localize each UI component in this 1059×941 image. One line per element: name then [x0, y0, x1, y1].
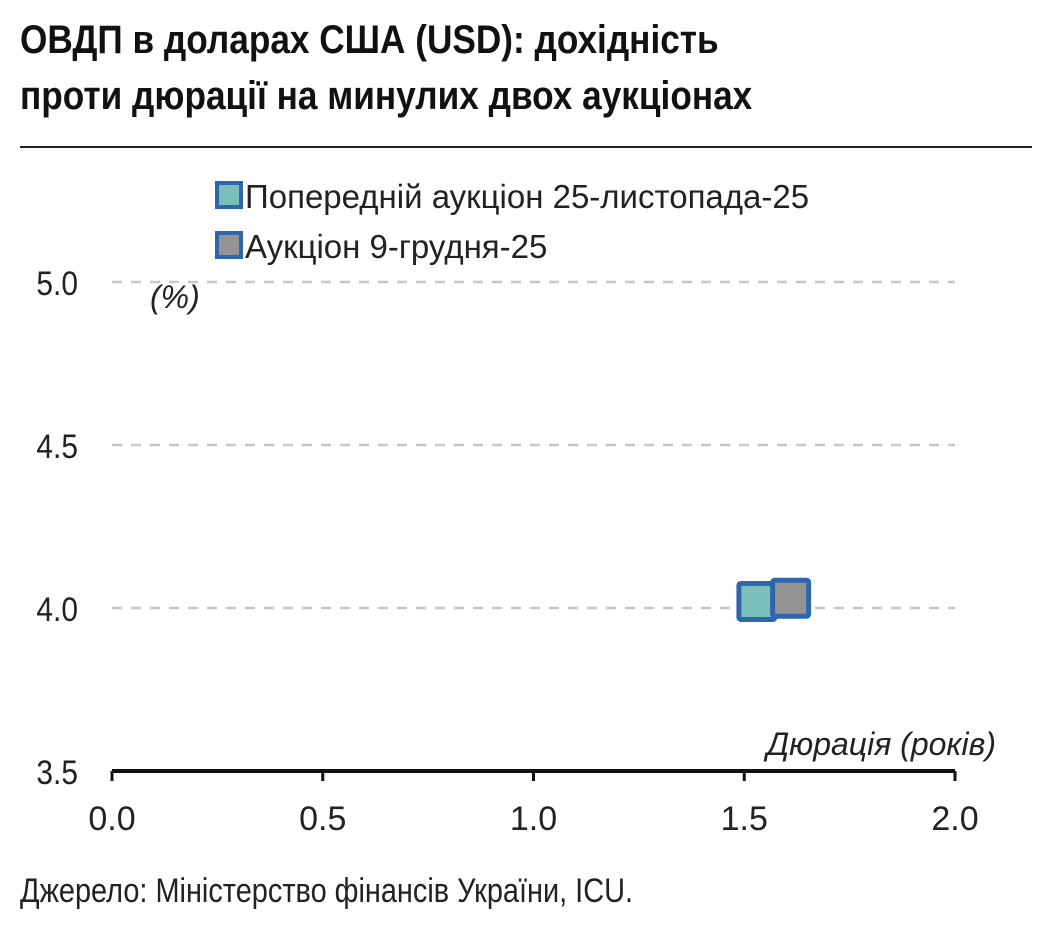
- source-note: Джерело: Міністерство фінансів України, …: [20, 872, 633, 910]
- title-divider: [20, 146, 1032, 148]
- legend-label: Аукціон 9-грудня-25: [245, 228, 547, 265]
- data-point: [736, 580, 778, 622]
- x-tick-label: 1.5: [721, 800, 768, 838]
- legend-label: Попередній аукціон 25-листопада-25: [245, 178, 809, 215]
- legend-marker: [215, 181, 243, 209]
- x-tick-label: 1.0: [510, 800, 557, 838]
- chart-title: ОВДП в доларах США (USD): дохідність прот…: [20, 12, 752, 124]
- title-line-2: проти дюрації на минулих двох аукціонах: [20, 74, 753, 118]
- x-tick-label: 2.0: [931, 800, 978, 838]
- x-tick-label: 0.5: [299, 800, 346, 838]
- title-line-1: ОВДП в доларах США (USD): дохідність: [20, 18, 719, 62]
- y-tick-label: 3.5: [36, 753, 78, 791]
- y-tick-label: 4.0: [36, 590, 78, 628]
- legend-marker: [215, 231, 243, 259]
- y-tick-label: 4.5: [36, 427, 78, 465]
- x-axis-label: Дюрація (років): [764, 726, 996, 762]
- x-tick-label: 0.0: [88, 800, 135, 838]
- data-point: [770, 577, 812, 619]
- y-axis-label: (%): [150, 279, 200, 315]
- y-tick-label: 5.0: [36, 264, 78, 302]
